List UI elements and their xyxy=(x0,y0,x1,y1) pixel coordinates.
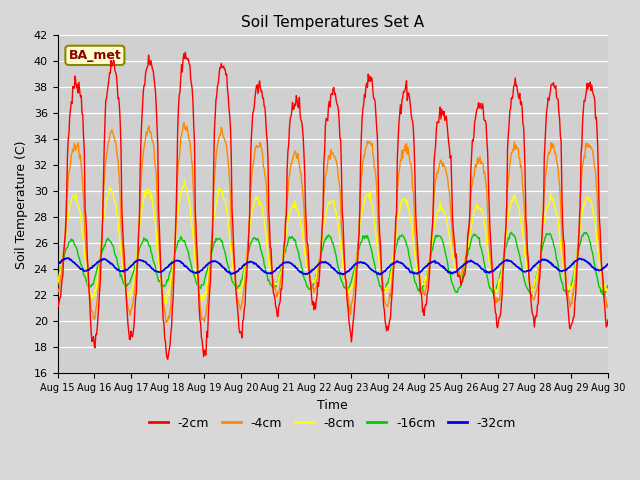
Y-axis label: Soil Temperature (C): Soil Temperature (C) xyxy=(15,140,28,269)
X-axis label: Time: Time xyxy=(317,398,348,412)
Legend: -2cm, -4cm, -8cm, -16cm, -32cm: -2cm, -4cm, -8cm, -16cm, -32cm xyxy=(144,412,521,435)
Title: Soil Temperatures Set A: Soil Temperatures Set A xyxy=(241,15,424,30)
Text: BA_met: BA_met xyxy=(68,49,122,62)
